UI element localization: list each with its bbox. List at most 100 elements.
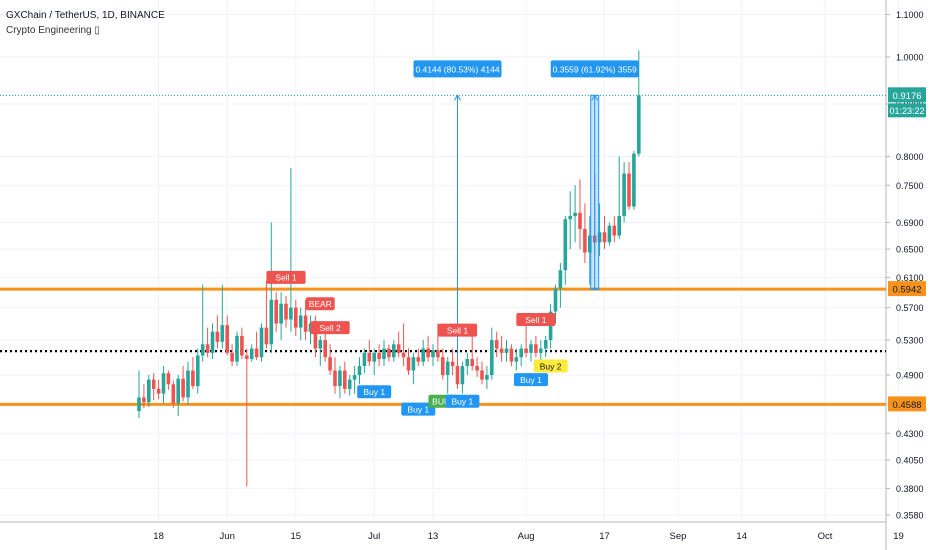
candle-body	[436, 350, 440, 358]
signal-badge-label: Buy 2	[540, 361, 562, 371]
candle-body	[264, 327, 269, 345]
measure-label-box	[550, 60, 639, 78]
grid-lines	[0, 0, 899, 522]
signal-badge-buy	[445, 394, 480, 408]
candle-body	[445, 361, 450, 376]
y-tick-label: 0.4050	[896, 456, 924, 466]
last-price-label: 0.9176	[892, 91, 921, 102]
candle-body	[347, 379, 352, 389]
candle-body	[357, 366, 362, 376]
signal-badge-label: Sell 1	[525, 315, 547, 325]
candle-body	[470, 358, 474, 367]
signal-badge-label: Buy 1	[520, 375, 542, 385]
signal-badge-sell	[310, 321, 350, 335]
candle-body	[411, 357, 416, 371]
candle-body	[455, 366, 460, 385]
x-tick-label: 18	[153, 531, 164, 542]
candle-body	[303, 315, 308, 332]
candle-body	[441, 357, 445, 376]
level-price-tag	[888, 281, 926, 297]
countdown-tag	[888, 103, 926, 118]
candle-body	[553, 288, 558, 312]
signal-badge-label: Buy 1	[452, 397, 474, 407]
candle-body	[156, 388, 161, 394]
measure-label: 0.4144 (80.53%) 4144	[415, 64, 499, 74]
y-tick-label: 0.5700	[896, 303, 924, 313]
candle-body	[519, 348, 523, 358]
candle-body	[475, 366, 479, 371]
candle-body	[259, 327, 264, 358]
candle-body	[240, 335, 244, 356]
candle-body	[583, 228, 587, 253]
signal-badge-sell	[305, 297, 335, 311]
signal-badge-sell	[266, 270, 306, 284]
candle-body	[597, 232, 602, 243]
candle-body	[171, 384, 176, 404]
candle-body	[534, 344, 538, 353]
candle-body	[249, 348, 254, 359]
y-tick-label: 0.6900	[896, 218, 924, 228]
y-tick-label: 0.4300	[896, 429, 924, 439]
candle-body	[279, 303, 283, 324]
x-tick-label: Sep	[670, 531, 687, 542]
candle-body	[323, 340, 327, 358]
candle-body	[377, 352, 381, 359]
candle-body	[313, 323, 318, 349]
signal-badge-buy	[357, 385, 392, 399]
candle-body	[151, 379, 156, 389]
candle-body	[416, 357, 421, 362]
candle-body	[627, 173, 631, 207]
candle-body	[372, 352, 376, 362]
candle-body	[382, 348, 386, 359]
last-price-tag	[888, 87, 926, 103]
candle-body	[343, 370, 347, 389]
y-tick-label: 1.1000	[896, 10, 924, 20]
candle-body	[588, 235, 592, 253]
candle-body	[406, 357, 411, 371]
candle-body	[362, 352, 367, 367]
y-tick-label: 0.8000	[896, 152, 924, 162]
signal-badge-label: Sell 1	[447, 325, 469, 335]
candle-body	[147, 379, 151, 403]
candle-body	[568, 216, 572, 220]
candle-body	[387, 348, 391, 358]
candle-body	[274, 299, 278, 324]
x-tick-label: Jun	[220, 531, 235, 542]
candle-body	[137, 397, 141, 412]
candle-body	[176, 378, 180, 404]
candle-body	[254, 348, 259, 358]
measure-label-box	[413, 60, 502, 78]
measure-label: 0.3559 (61.92%) 3559	[553, 64, 637, 74]
candle-body	[333, 370, 337, 387]
candle-body	[460, 366, 465, 385]
candle-body	[490, 340, 494, 376]
candle-body	[225, 325, 229, 353]
candle-body	[220, 325, 225, 342]
x-tick-label: Jul	[368, 531, 380, 542]
indicator-label[interactable]: Crypto Engineering ▯	[6, 25, 100, 36]
candle-body	[514, 357, 519, 362]
candle-body	[298, 315, 303, 328]
candle-body	[504, 348, 509, 353]
signal-badge-buy	[401, 402, 436, 416]
measure-arrowhead	[591, 94, 599, 101]
candle-body	[578, 212, 582, 229]
candle-body	[421, 348, 425, 362]
signal-badge-label: BULL	[432, 397, 454, 407]
y-tick-label: 1.0000	[896, 53, 924, 63]
candle-body	[338, 370, 342, 387]
level-price-label: 0.5942	[892, 285, 921, 296]
candle-body	[529, 344, 533, 353]
signal-badge-label: Sell 2	[319, 323, 341, 333]
candle-body	[328, 357, 332, 371]
y-tick-label: 0.6100	[896, 273, 924, 283]
candle-body	[563, 219, 568, 271]
signal-badge-buy	[514, 373, 548, 387]
candle-body	[539, 348, 543, 353]
candle-body	[186, 370, 190, 398]
y-tick-label: 0.3800	[896, 484, 924, 494]
x-tick-label: 19	[893, 531, 904, 542]
symbol-title[interactable]: GXChain / TetherUS, 1D, BINANCE	[6, 10, 165, 21]
x-tick-label: 15	[291, 531, 302, 542]
